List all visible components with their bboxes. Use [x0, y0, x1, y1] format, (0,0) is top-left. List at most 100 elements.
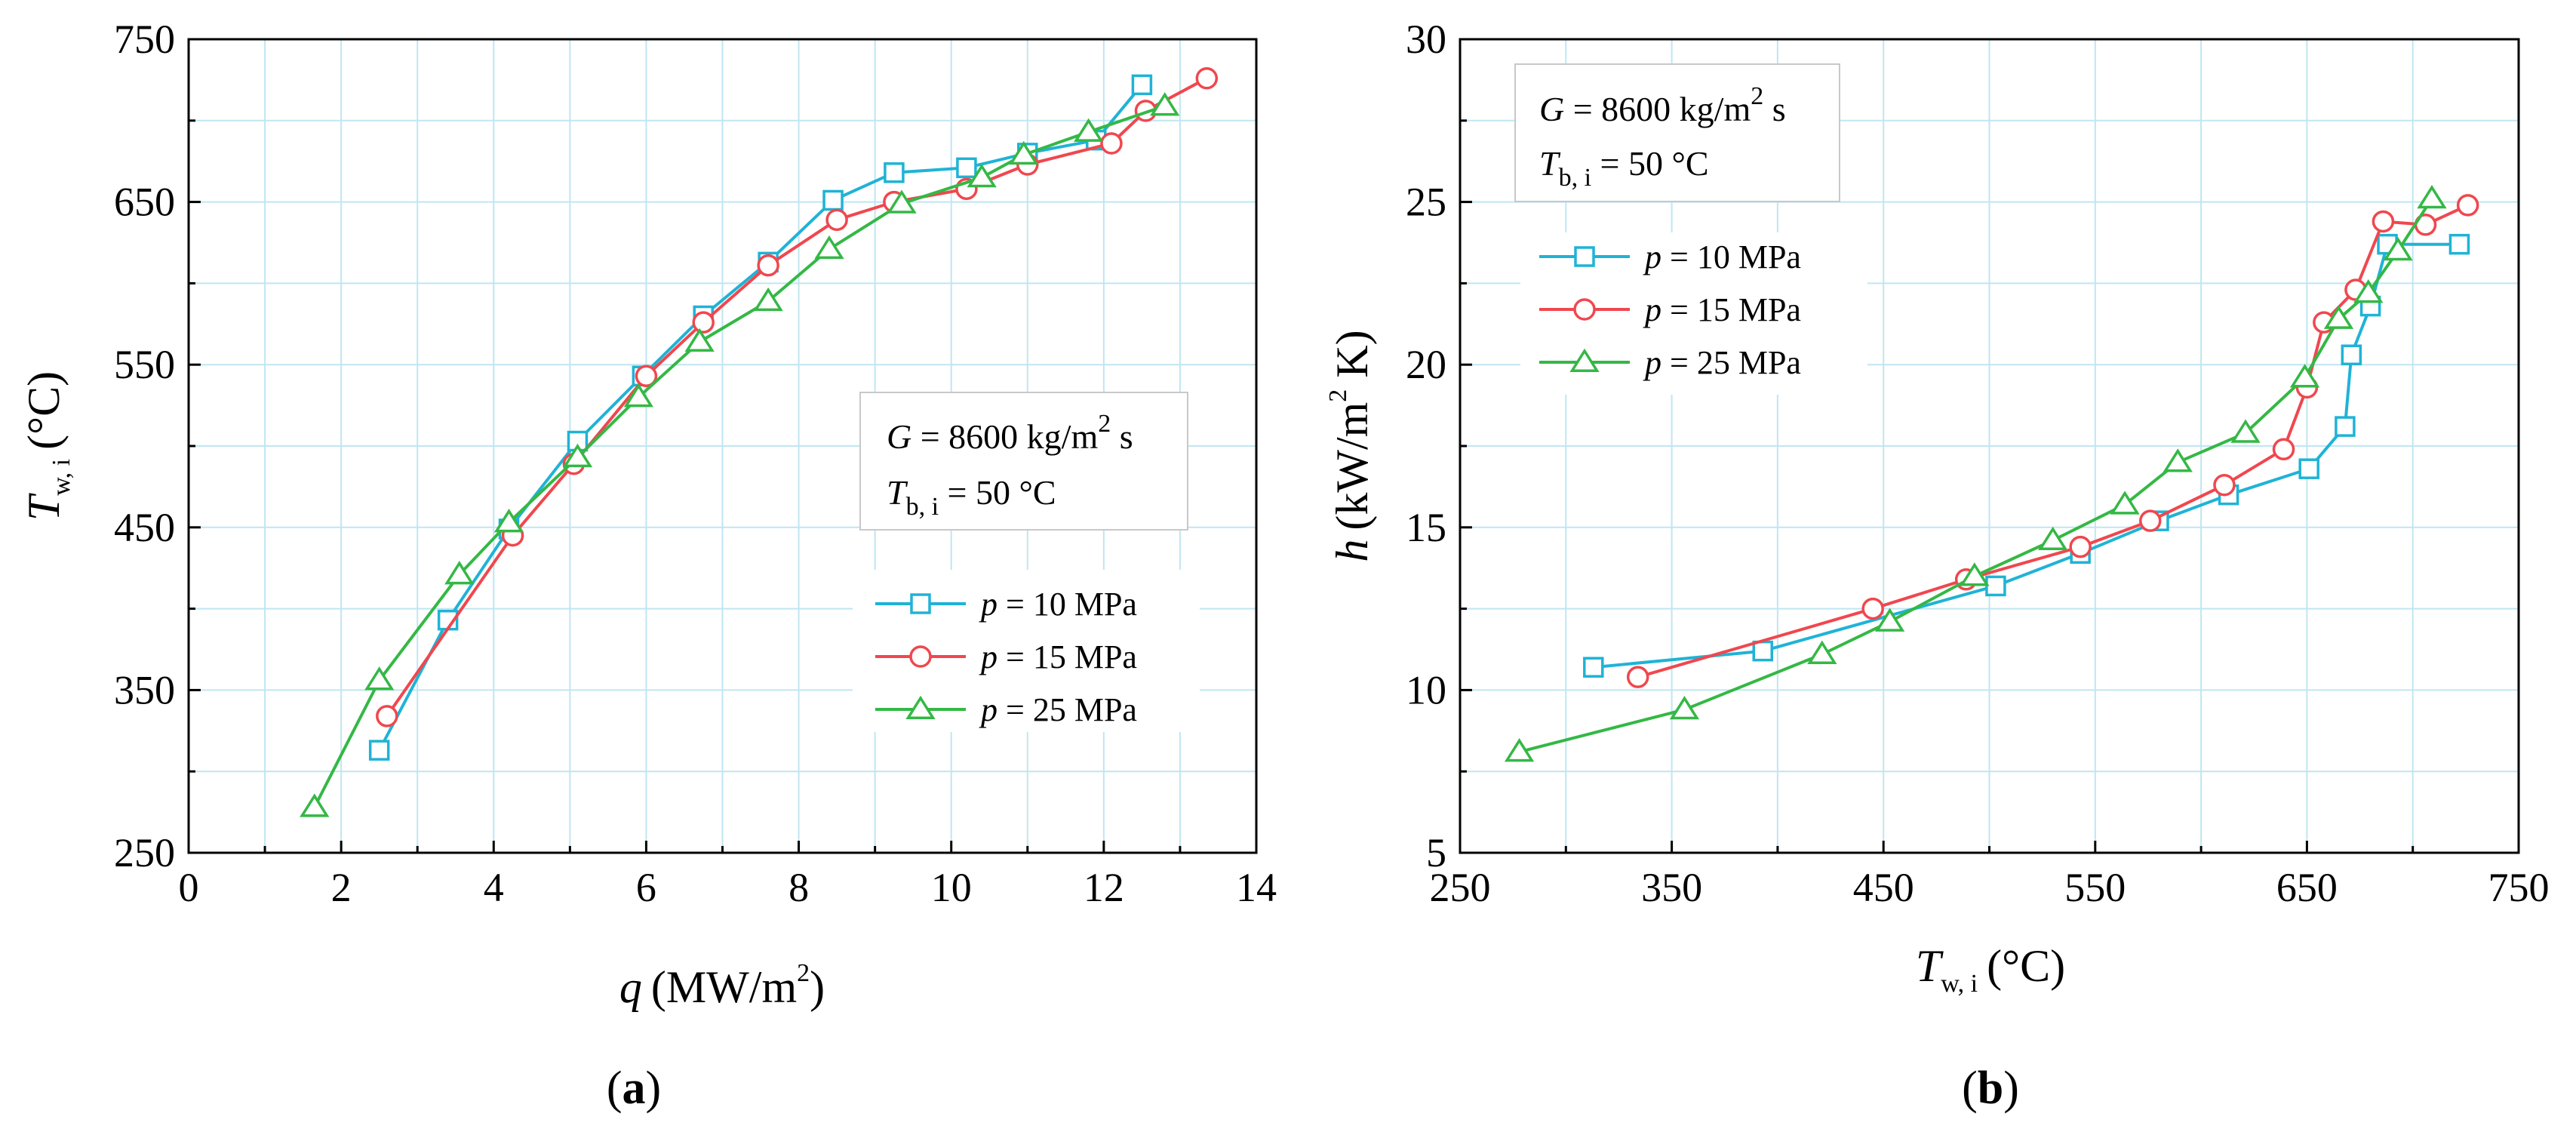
- panel-a-legend-pressure: = 10 MPa: [998, 586, 1137, 623]
- panel-a-legend-marker: [905, 695, 936, 719]
- panel-b-ytick-label: 15: [1406, 505, 1446, 550]
- panel-b-legend-label: p = 10 MPa: [1643, 238, 1801, 275]
- panel-a-xlabel-var: q: [619, 962, 642, 1012]
- panel-b-grid: [1460, 39, 2519, 853]
- panel-b-xtick-label: 550: [2064, 865, 2126, 910]
- panel-a-series-1-point: [1131, 74, 1153, 96]
- panel-a-series-3: [300, 92, 1180, 817]
- panel-b-legend-entry-2: p = 15 MPa: [1539, 291, 1801, 328]
- panel-a-series-2-point: [692, 311, 715, 334]
- panel-b-ytick-label: 25: [1406, 180, 1446, 225]
- panel-b-series: [1504, 184, 2479, 762]
- panel-a-ylabel-unit: (°C): [19, 371, 69, 450]
- panel-b-series-3-point: [1874, 608, 1905, 632]
- panel-a-legend-entry-2: p = 15 MPa: [875, 638, 1137, 675]
- panel-b-series-3-point: [2383, 236, 2413, 261]
- panel-a-condition-t: Tb, i = 50 °C: [887, 473, 1056, 521]
- panel-a-ytick-label: 250: [114, 830, 175, 875]
- panel-b-legend-label: p = 25 MPa: [1643, 344, 1801, 381]
- panel-b-label-close: ): [2003, 1063, 2019, 1114]
- panel-a-label: (a): [607, 1063, 661, 1114]
- panel-a-label-close: ): [646, 1063, 662, 1114]
- panel-b-legend-pressure: = 15 MPa: [1661, 291, 1801, 328]
- panel-b-ticks: 250 350 450 550 650 750 5 10 15 20 25 30: [1406, 17, 2550, 910]
- panel-a-t-text: = 50 °C: [939, 473, 1056, 512]
- panel-a-xtick-label: 0: [179, 865, 199, 910]
- panel-a-legend-label: p = 25 MPa: [979, 691, 1137, 728]
- panel-a-g-text: = 8600 kg/m: [911, 417, 1098, 456]
- panel-a-legend-p: p: [979, 638, 998, 675]
- panel-b-series-3-point: [2110, 491, 2140, 515]
- panel-a-series-3-point: [814, 235, 844, 260]
- panel-b-legend-pressure: = 10 MPa: [1661, 238, 1801, 275]
- panel-a-ytick-label: 350: [114, 667, 175, 712]
- panel-b-series-1-point: [1752, 640, 1774, 662]
- panel-a-label-open: (: [607, 1063, 622, 1114]
- panel-a-series-1-point: [884, 162, 905, 183]
- panel-a-legend-marker: [909, 645, 932, 668]
- panel-a-series-3-point: [887, 189, 917, 214]
- panel-b-condition-frame: [1514, 63, 1840, 202]
- panel-b-legend-p: p: [1643, 344, 1661, 381]
- panel-a-xtick-label: 12: [1084, 865, 1124, 910]
- panel-a-series-2-point: [1195, 66, 1219, 90]
- panel-b-series-3-point: [2163, 448, 2193, 472]
- panel-a-ylabel: Tw, i (°C): [19, 371, 75, 521]
- panel-b-ylabel: h (kW/m2 K): [1324, 330, 1377, 561]
- panel-a-series-3-point: [493, 509, 524, 533]
- panel-b-series-3-point: [2353, 279, 2384, 303]
- panel-b-ytick-label: 30: [1406, 17, 1446, 62]
- panel-a-ticks: 0 2 4 6 8 10 12 14 250 350 450 550 650 750: [114, 17, 1277, 910]
- panel-b-label: (b): [1962, 1063, 2019, 1114]
- panel-b-series-3-point: [2289, 364, 2320, 388]
- panel-b-series-1-point: [2335, 416, 2356, 437]
- panel-a-legend-label: p = 15 MPa: [979, 638, 1137, 675]
- panel-a-legend-pressure: = 25 MPa: [998, 691, 1137, 728]
- panel-a-series-1-point: [822, 189, 844, 211]
- panel-a-g-var: G: [887, 417, 911, 456]
- panel-b-series-1-point: [2298, 458, 2319, 479]
- panel-a-xlabel-close: ): [810, 962, 825, 1012]
- panel-a-g-tail: s: [1111, 417, 1133, 456]
- panel-a-series-2-point: [376, 705, 398, 727]
- panel-b-legend-p: p: [1643, 291, 1661, 328]
- panel-b-series-2-point: [2139, 509, 2162, 532]
- panel-a-series-3-point: [1073, 118, 1104, 142]
- panel-b-ytick-label: 10: [1406, 667, 1446, 712]
- panel-a-legend-label: p = 10 MPa: [979, 586, 1137, 623]
- panel-a-ylabel-sub: w, i: [48, 459, 75, 496]
- panel-a-series-3-point: [562, 443, 593, 468]
- panel-b-series-3-point: [1669, 695, 1700, 720]
- panel-b-xtick-label: 450: [1853, 865, 1914, 910]
- panel-b-legend-marker: [1574, 246, 1595, 267]
- panel-b-xlabel-sub: w, i: [1941, 970, 1978, 998]
- panel-b-series-2-point: [2372, 210, 2395, 233]
- panel-b-label-letter: b: [1978, 1063, 2003, 1114]
- panel-a-ylabel-var: T: [19, 493, 69, 521]
- panel-a-ytick-label: 650: [114, 180, 175, 225]
- panel-b-xtick-label: 750: [2488, 865, 2550, 910]
- panel-b-series-3-point: [2038, 526, 2068, 551]
- panel-b-series-1-point: [1985, 575, 2006, 597]
- panel-b-label-open: (: [1962, 1063, 1978, 1114]
- panel-b-series-2-point: [1626, 666, 1649, 688]
- panel-b-series-1-point: [2341, 344, 2362, 366]
- panel-a: 0 2 4 6 8 10 12 14 250 350 450 550 650 750 G = 8600 k…: [19, 17, 1277, 1114]
- panel-a-xlabel-sup: 2: [797, 959, 810, 987]
- panel-a-series-3-point: [623, 383, 653, 408]
- panel-a-condition-g: G = 8600 kg/m2 s: [887, 410, 1133, 456]
- panel-b-series-3: [1504, 184, 2447, 762]
- panel-a-xtick-label: 14: [1236, 865, 1277, 910]
- panel-b-ylabel-var: h: [1327, 540, 1377, 562]
- panel-b-t-var: T: [1539, 144, 1561, 183]
- panel-b-series-3-point: [2323, 305, 2354, 329]
- panel-a-legend-entry-3: p = 25 MPa: [875, 691, 1137, 728]
- panel-b-condition-box: G = 8600 kg/m2 s Tb, i = 50 °C: [1514, 63, 1840, 202]
- panel-a-series: [300, 66, 1219, 817]
- panel-a-xtick-label: 8: [788, 865, 809, 910]
- panel-a-series-2-point: [635, 365, 658, 388]
- panel-a-series-1-point: [368, 740, 390, 761]
- panel-b-series-1-point: [2448, 233, 2470, 255]
- panel-b-xtick-label: 350: [1641, 865, 1702, 910]
